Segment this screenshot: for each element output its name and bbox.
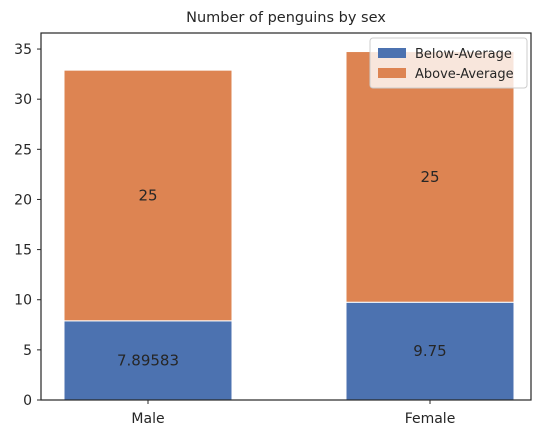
y-tick-label: 25 (14, 142, 32, 158)
y-tick-label: 20 (14, 192, 32, 208)
y-tick-label: 5 (23, 343, 32, 359)
y-axis: 0 5 10 15 20 25 30 35 (14, 42, 41, 409)
plot-frame (40, 32, 532, 401)
bar-above-average-female (345, 51, 515, 303)
legend-box (369, 37, 528, 89)
x-tick-label: Male (131, 411, 164, 427)
data-label-below-average-male: 7.89583 (117, 351, 179, 369)
legend: Below-Average Above-Average (369, 37, 528, 89)
x-axis: Male Female (131, 400, 455, 427)
x-tick-label: Female (405, 411, 456, 427)
y-tick-label: 10 (14, 293, 32, 309)
y-tick-label: 35 (14, 42, 32, 58)
data-label-below-average-female: 9.75 (413, 342, 446, 360)
legend-swatch-above-average (378, 68, 406, 78)
y-tick-label: 15 (14, 243, 32, 259)
data-label-above-average-male: 25 (138, 186, 157, 204)
legend-swatch-below-average (378, 48, 406, 58)
bars-layer (63, 51, 515, 401)
y-tick-label: 30 (14, 92, 32, 108)
bar-above-average-male (63, 69, 233, 322)
data-labels-layer: 7.89583 25 9.75 25 (117, 168, 447, 370)
y-tick-label: 0 (23, 393, 32, 409)
chart-title: Number of penguins by sex (186, 10, 386, 26)
bar-below-average-male (63, 320, 233, 401)
legend-label-below-average: Below-Average (415, 47, 512, 62)
data-label-above-average-female: 25 (420, 168, 439, 186)
legend-label-above-average: Above-Average (415, 67, 514, 82)
